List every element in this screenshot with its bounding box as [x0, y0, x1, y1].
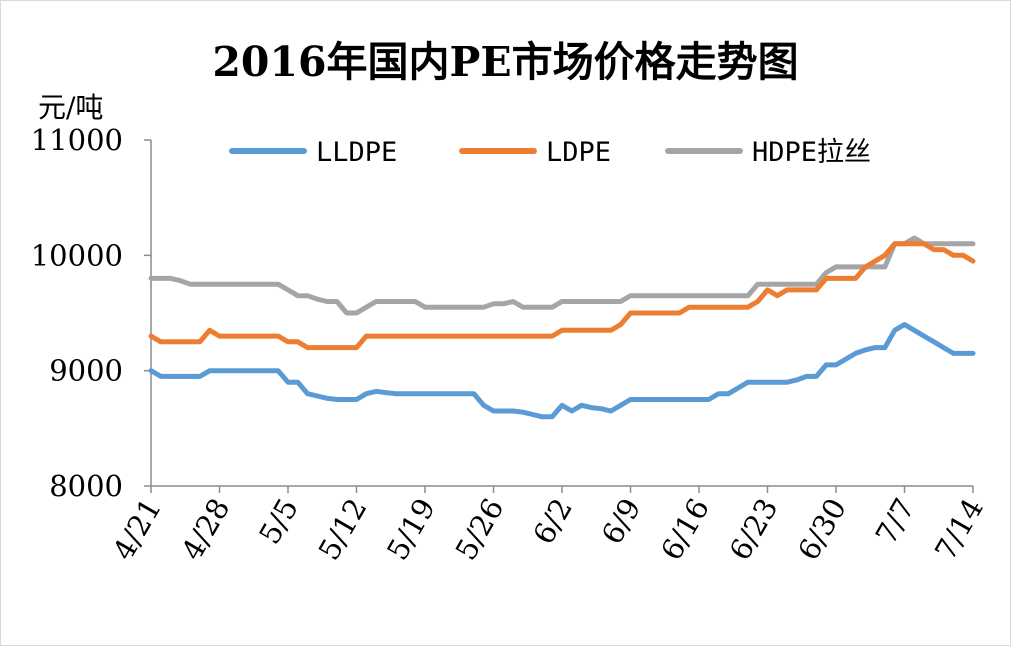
series-layer: [148, 235, 976, 420]
x-tick-label: 5/19: [380, 493, 442, 566]
x-tick-label: 5/5: [252, 493, 305, 550]
x-tick-label: 6/9: [595, 493, 648, 550]
x-tick-label: 5/26: [449, 493, 511, 566]
series-line-HDPE拉丝: [148, 235, 976, 316]
legend: LLDPE LDPE HDPE拉丝: [229, 137, 871, 168]
y-tick-label: 8000: [49, 469, 123, 503]
legend-label-LDPE: LDPE: [546, 137, 611, 168]
series-line-LDPE: [148, 241, 976, 351]
x-tick-label: 5/12: [312, 493, 374, 566]
legend-label-HDPE拉丝: HDPE拉丝: [752, 137, 871, 168]
x-tick-label: 7/14: [928, 493, 990, 566]
chart-title: 2016年国内PE市场价格走势图: [212, 38, 799, 86]
x-tick-label: 6/30: [791, 493, 853, 566]
x-tick-label: 7/7: [869, 493, 922, 550]
x-tick-label: 4/28: [175, 493, 237, 566]
y-tick-label: 10000: [31, 238, 123, 272]
x-tick-label: 6/23: [723, 493, 785, 566]
y-tick-label: 9000: [49, 354, 123, 388]
legend-label-LLDPE: LLDPE: [316, 137, 397, 168]
series-line-LLDPE: [148, 322, 976, 420]
y-tick-label: 11000: [31, 123, 123, 157]
x-tick-label: 4/21: [106, 493, 168, 566]
axes: 8000 9000 10000 11000 4/21 4/28 5/5 5/12 5/19 5/2…: [31, 123, 990, 566]
x-tick-label: 6/2: [526, 493, 579, 550]
x-tick-label: 6/16: [654, 493, 716, 566]
y-axis-unit-label: 元/吨: [38, 91, 104, 124]
